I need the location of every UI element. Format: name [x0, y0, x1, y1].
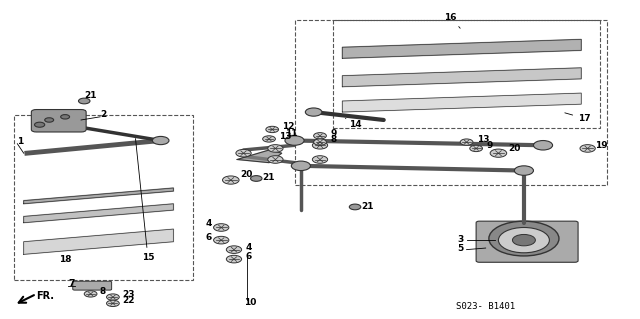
Text: 8: 8	[100, 287, 106, 296]
Circle shape	[499, 227, 549, 253]
Text: 12: 12	[282, 122, 295, 131]
Text: 21: 21	[84, 91, 97, 100]
FancyBboxPatch shape	[476, 221, 578, 262]
Circle shape	[285, 136, 304, 145]
Polygon shape	[24, 188, 173, 204]
Polygon shape	[24, 204, 173, 223]
Circle shape	[305, 108, 322, 116]
Text: 9: 9	[486, 141, 493, 151]
Circle shape	[214, 236, 229, 244]
Circle shape	[266, 126, 278, 133]
Circle shape	[61, 115, 70, 119]
Text: 19: 19	[595, 141, 608, 151]
Circle shape	[291, 161, 310, 171]
Polygon shape	[342, 39, 581, 58]
Polygon shape	[237, 150, 282, 163]
Text: 11: 11	[285, 129, 298, 138]
Text: 20: 20	[241, 170, 253, 179]
Circle shape	[79, 98, 90, 104]
Circle shape	[268, 156, 283, 163]
Bar	[294, 20, 607, 185]
Text: 4: 4	[246, 243, 252, 252]
Circle shape	[262, 136, 275, 142]
Circle shape	[314, 133, 326, 139]
Text: S023- B1401: S023- B1401	[456, 302, 515, 311]
Text: 13: 13	[477, 135, 489, 144]
Circle shape	[236, 149, 251, 157]
Text: 10: 10	[244, 298, 256, 307]
Bar	[14, 115, 193, 280]
Circle shape	[214, 224, 229, 231]
Text: 23: 23	[122, 290, 134, 299]
Text: 6: 6	[205, 233, 212, 242]
Text: FR.: FR.	[36, 291, 54, 300]
Circle shape	[534, 141, 552, 150]
Text: 21: 21	[362, 202, 374, 211]
Text: 18: 18	[59, 255, 71, 264]
Circle shape	[349, 204, 361, 210]
Circle shape	[223, 176, 239, 184]
Circle shape	[515, 166, 534, 175]
Circle shape	[312, 156, 328, 163]
Circle shape	[227, 255, 242, 263]
Text: 16: 16	[444, 13, 460, 28]
Circle shape	[460, 139, 473, 145]
Text: 3: 3	[457, 235, 463, 244]
Text: 17: 17	[565, 113, 591, 123]
Circle shape	[35, 122, 45, 127]
Text: 4: 4	[205, 219, 212, 228]
Text: 13: 13	[279, 132, 292, 141]
Circle shape	[45, 118, 54, 122]
Text: 9: 9	[330, 129, 337, 138]
Bar	[333, 20, 600, 128]
Circle shape	[490, 149, 507, 157]
Text: 7: 7	[68, 279, 75, 288]
FancyBboxPatch shape	[31, 109, 86, 132]
Circle shape	[106, 294, 119, 300]
Circle shape	[227, 246, 242, 253]
Circle shape	[268, 145, 283, 152]
Text: 6: 6	[246, 252, 252, 261]
Text: 8: 8	[330, 135, 337, 144]
Circle shape	[580, 145, 595, 152]
Text: 20: 20	[508, 144, 520, 153]
Circle shape	[470, 145, 483, 152]
Circle shape	[489, 221, 559, 256]
Text: 14: 14	[346, 118, 362, 129]
Polygon shape	[342, 68, 581, 87]
Polygon shape	[24, 229, 173, 254]
Circle shape	[106, 300, 119, 307]
Text: 5: 5	[457, 244, 463, 253]
Circle shape	[152, 137, 169, 145]
Text: 22: 22	[122, 296, 134, 305]
Circle shape	[513, 234, 536, 246]
Circle shape	[84, 291, 97, 297]
FancyBboxPatch shape	[73, 281, 111, 290]
Circle shape	[250, 176, 262, 181]
Text: 1: 1	[17, 137, 24, 146]
Polygon shape	[342, 93, 581, 112]
Circle shape	[314, 139, 326, 145]
Text: 21: 21	[262, 173, 275, 182]
Text: 2: 2	[100, 110, 106, 119]
Circle shape	[312, 141, 328, 149]
Text: 15: 15	[136, 138, 154, 262]
